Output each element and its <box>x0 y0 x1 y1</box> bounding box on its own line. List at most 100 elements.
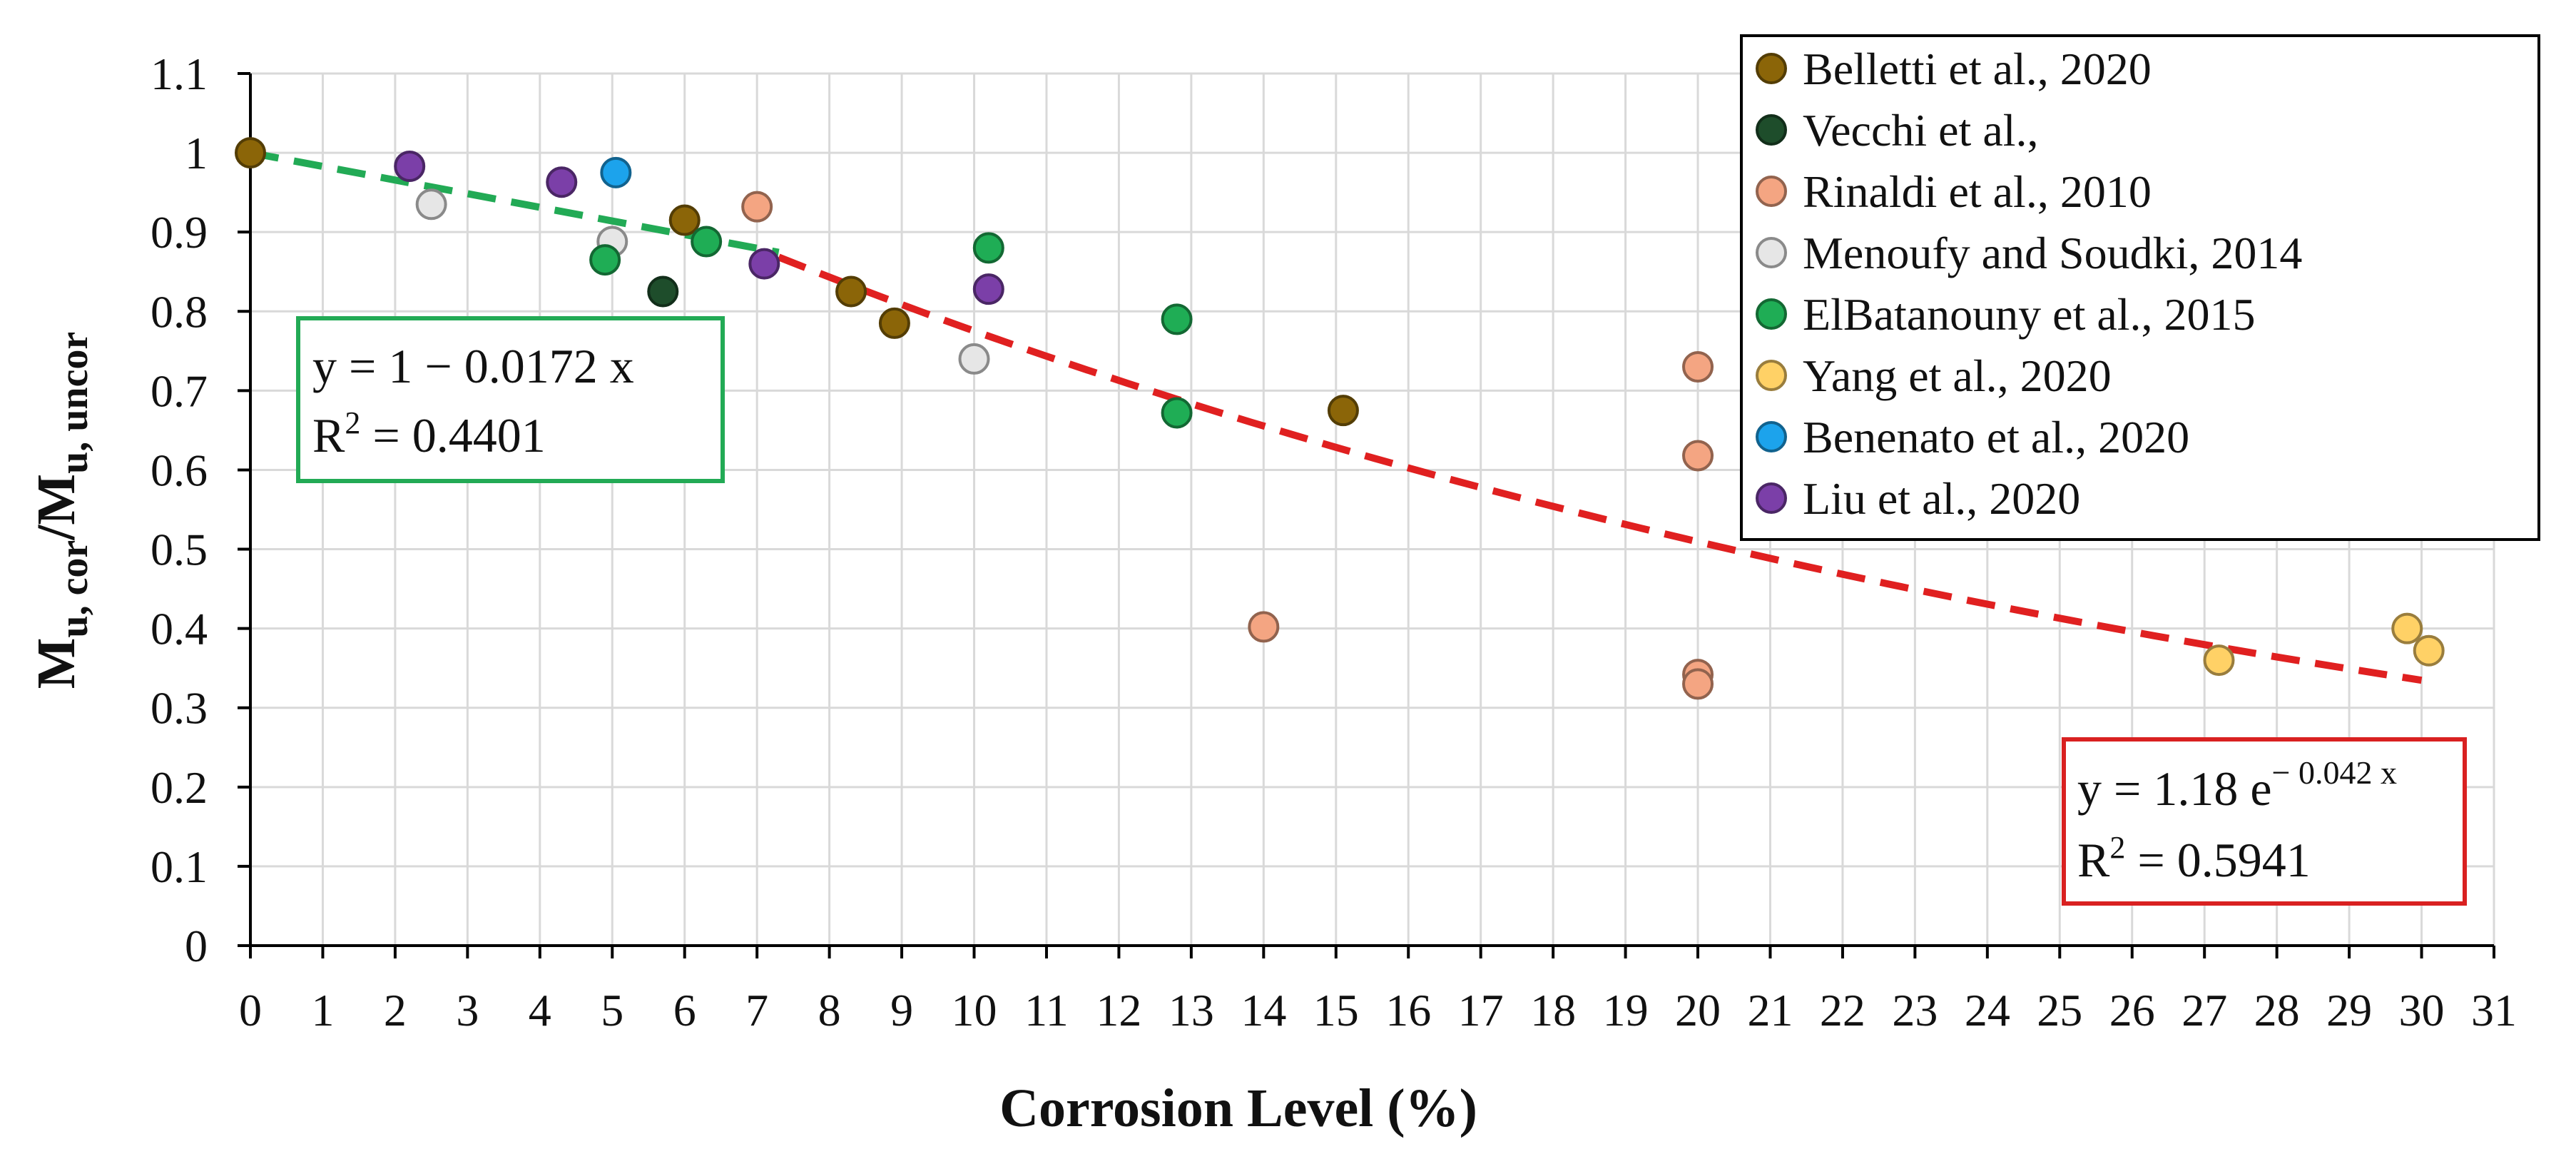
legend-marker <box>1756 360 1787 391</box>
x-tick-label: 17 <box>1458 985 1504 1036</box>
legend-label: Vecchi et al., <box>1803 105 2039 156</box>
legend-marker <box>1756 176 1787 207</box>
legend-marker <box>1756 53 1787 84</box>
data-point-series-5 <box>2203 644 2235 677</box>
data-point-series-0 <box>878 307 910 339</box>
linear-fit-equation: y = 1 − 0.0172 x <box>312 339 634 393</box>
legend-marker <box>1756 114 1787 146</box>
data-point-series-0 <box>668 204 701 236</box>
data-point-series-0 <box>1327 395 1359 427</box>
x-tick-label: 6 <box>673 985 696 1036</box>
data-point-series-7 <box>748 248 780 280</box>
legend-label: Rinaldi et al., 2010 <box>1803 166 2152 217</box>
x-axis-title: Corrosion Level (%) <box>999 1078 1477 1138</box>
y-tick-label: 1 <box>185 128 208 178</box>
legend-marker <box>1756 421 1787 452</box>
data-point-series-2 <box>741 191 773 223</box>
legend-label: Liu et al., 2020 <box>1803 473 2080 524</box>
x-tick-label: 20 <box>1675 985 1721 1036</box>
exponential-fit-equation: y = 1.18 e− 0.042 x <box>2077 754 2397 816</box>
y-tick-label: 0.6 <box>151 445 208 495</box>
data-point-series-4 <box>691 226 723 258</box>
x-tick-label: 23 <box>1892 985 1938 1036</box>
data-point-series-1 <box>647 275 679 308</box>
y-tick-label: 0.8 <box>151 286 208 337</box>
x-tick-label: 2 <box>384 985 407 1036</box>
x-tick-label: 13 <box>1169 985 1214 1036</box>
data-point-series-4 <box>589 244 621 276</box>
axes <box>238 72 2495 958</box>
y-tick-label: 0.9 <box>151 207 208 258</box>
trend-lines <box>250 149 2423 684</box>
x-tick-label: 28 <box>2254 985 2300 1036</box>
x-tick-label: 29 <box>2326 985 2372 1036</box>
linear-fit-equation-box: y = 1 − 0.0172 x R2 = 0.4401 <box>296 316 725 483</box>
data-point-series-3 <box>958 343 990 375</box>
data-point-series-2 <box>1682 440 1714 472</box>
y-tick-label: 0.5 <box>151 525 208 575</box>
x-tick-label: 0 <box>239 985 262 1036</box>
x-tick-label: 5 <box>601 985 623 1036</box>
data-point-series-5 <box>2391 612 2423 644</box>
exponential-fit-line <box>777 253 2423 684</box>
legend-label: Yang et al., 2020 <box>1803 350 2112 401</box>
x-tick-label: 18 <box>1530 985 1576 1036</box>
y-tick-labels: 0 0.1 0.2 0.3 0.4 0.5 0.6 0.7 0.8 0.9 1 1.1 <box>151 49 208 971</box>
x-tick-label: 1 <box>311 985 334 1036</box>
y-axis-title-main: M <box>26 638 86 689</box>
data-point-series-6 <box>600 156 632 188</box>
x-tick-label: 3 <box>456 985 479 1036</box>
x-tick-label: 27 <box>2182 985 2227 1036</box>
data-point-series-2 <box>1682 668 1714 700</box>
x-tick-label: 30 <box>2399 985 2445 1036</box>
x-tick-label: 31 <box>2471 985 2517 1036</box>
x-tick-label: 9 <box>890 985 913 1036</box>
legend-label: Benenato et al., 2020 <box>1803 412 2189 462</box>
x-tick-label: 25 <box>2037 985 2082 1036</box>
legend-marker <box>1756 298 1787 330</box>
x-tick-label: 15 <box>1313 985 1359 1036</box>
data-point-series-2 <box>1248 611 1280 643</box>
data-point-series-7 <box>546 166 578 198</box>
data-point-series-3 <box>415 188 447 221</box>
legend-label: Belletti et al., 2020 <box>1803 44 2152 94</box>
x-tick-labels: 0 1 2 3 4 5 6 7 8 9 10 11 12 13 14 15 16 17 18 19 20 21 22 23 24… <box>239 985 2517 1036</box>
legend: Belletti et al., 2020 Vecchi et al., Rinal… <box>1740 34 2540 541</box>
data-point-series-5 <box>2413 634 2445 667</box>
x-tick-label: 4 <box>529 985 551 1036</box>
x-tick-label: 24 <box>1965 985 2010 1036</box>
data-point-series-7 <box>394 150 426 182</box>
legend-marker <box>1756 482 1787 514</box>
data-point-series-0 <box>835 275 867 308</box>
data-point-series-4 <box>972 232 1004 264</box>
y-axis-title-sub2: u, uncor <box>52 332 96 474</box>
y-tick-label: 0.3 <box>151 683 208 734</box>
exponential-fit-equation-box: y = 1.18 e− 0.042 x R2 = 0.5941 <box>2062 737 2467 906</box>
x-tick-label: 16 <box>1385 985 1431 1036</box>
data-point-series-4 <box>1161 303 1193 335</box>
data-point-series-2 <box>1682 351 1714 383</box>
x-tick-label: 10 <box>952 985 997 1036</box>
y-tick-label: 0.7 <box>151 365 208 416</box>
data-point-series-7 <box>972 273 1004 305</box>
data-points <box>235 137 2445 700</box>
y-axis-title-sub1: u, cor <box>52 540 96 638</box>
y-axis-title: Mu, cor/Mu, uncor <box>26 332 96 689</box>
x-tick-label: 22 <box>1820 985 1865 1036</box>
x-tick-label: 19 <box>1603 985 1649 1036</box>
linear-fit-r2: R2 = 0.4401 <box>312 405 546 462</box>
y-tick-label: 0.2 <box>151 762 208 813</box>
legend-label: Menoufy and Soudki, 2014 <box>1803 228 2302 278</box>
data-point-series-4 <box>1161 397 1193 429</box>
linear-fit-line <box>250 149 780 256</box>
x-tick-label: 7 <box>745 985 768 1036</box>
x-tick-label: 14 <box>1241 985 1286 1036</box>
x-tick-label: 11 <box>1024 985 1069 1036</box>
x-tick-label: 26 <box>2109 985 2155 1036</box>
x-tick-label: 8 <box>818 985 841 1036</box>
exponential-fit-r2: R2 = 0.5941 <box>2077 830 2311 887</box>
data-point-series-0 <box>235 137 266 169</box>
y-axis-title-slash: /M <box>26 474 86 541</box>
x-tick-label: 21 <box>1747 985 1793 1036</box>
